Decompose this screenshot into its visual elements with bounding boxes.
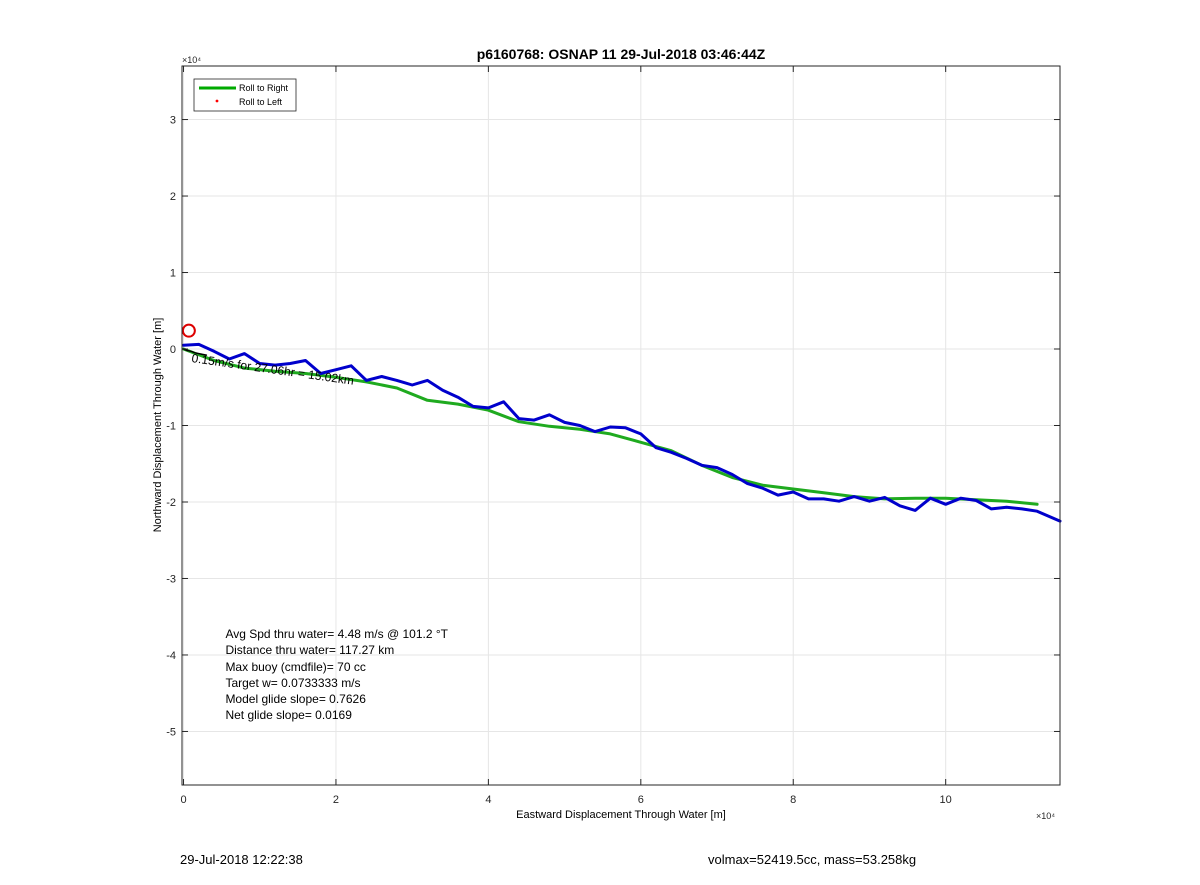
- grid-layer: [182, 66, 1060, 785]
- footer-info: volmax=52419.5cc, mass=53.258kg: [708, 852, 917, 867]
- series-roll-to-right-line: [182, 347, 1039, 506]
- y-exponent-label: ×10⁴: [182, 55, 201, 65]
- y-tick-label: 3: [170, 115, 176, 127]
- legend-box: [193, 78, 297, 112]
- x-axis-label: Eastward Displacement Through Water [m]: [516, 809, 726, 821]
- y-tick-label: 1: [170, 268, 176, 280]
- y-tick-label: -4: [166, 650, 176, 662]
- legend-swatch-roll-left: [215, 99, 219, 103]
- stats-annotation: Avg Spd thru water= 4.48 m/s @ 101.2 °T: [225, 627, 448, 641]
- series-track-line: [182, 342, 1062, 523]
- y-tick-label: -1: [166, 421, 176, 433]
- annotation-layer: 0.15m/s for 27.06hr = 15.02km Avg Spd thr…: [191, 351, 449, 722]
- legend-label-roll-right: Roll to Right: [239, 83, 289, 93]
- legend: Roll to Right Roll to Left: [193, 78, 297, 112]
- tick-layer: 0 2 4 6 8 10 -5 -4 -3 -2 -1 0 1 2 3: [166, 66, 1060, 806]
- data-layer: [181, 323, 1062, 523]
- stats-annotation: Distance thru water= 117.27 km: [225, 643, 394, 657]
- x-tick-label: 10: [940, 794, 952, 806]
- y-axis-label: Northward Displacement Through Water [m]: [152, 318, 164, 533]
- x-tick-label: 2: [333, 794, 339, 806]
- y-tick-label: -2: [166, 497, 176, 509]
- stats-annotation: Target w= 0.0733333 m/s: [225, 676, 360, 690]
- x-tick-label: 6: [638, 794, 644, 806]
- y-tick-label: -5: [166, 726, 176, 738]
- stats-annotation: Max buoy (cmdfile)= 70 cc: [225, 660, 365, 674]
- chart-title: p6160768: OSNAP 11 29-Jul-2018 03:46:44Z: [477, 46, 766, 62]
- x-exponent-label: ×10⁴: [1036, 811, 1055, 821]
- footer-timestamp: 29-Jul-2018 12:22:38: [180, 852, 303, 867]
- y-tick-label: 0: [170, 344, 176, 356]
- x-tick-label: 0: [180, 794, 186, 806]
- x-tick-label: 4: [485, 794, 491, 806]
- stats-annotation: Net glide slope= 0.0169: [225, 708, 352, 722]
- x-tick-label: 8: [790, 794, 796, 806]
- y-tick-label: -3: [166, 573, 176, 585]
- stats-annotation: Model glide slope= 0.7626: [225, 692, 366, 706]
- legend-label-roll-left: Roll to Left: [239, 97, 283, 107]
- y-tick-label: 2: [170, 191, 176, 203]
- start-marker-circle: [181, 323, 196, 338]
- speed-annotation: 0.15m/s for 27.06hr = 15.02km: [191, 351, 355, 388]
- series-start-line: [182, 348, 208, 356]
